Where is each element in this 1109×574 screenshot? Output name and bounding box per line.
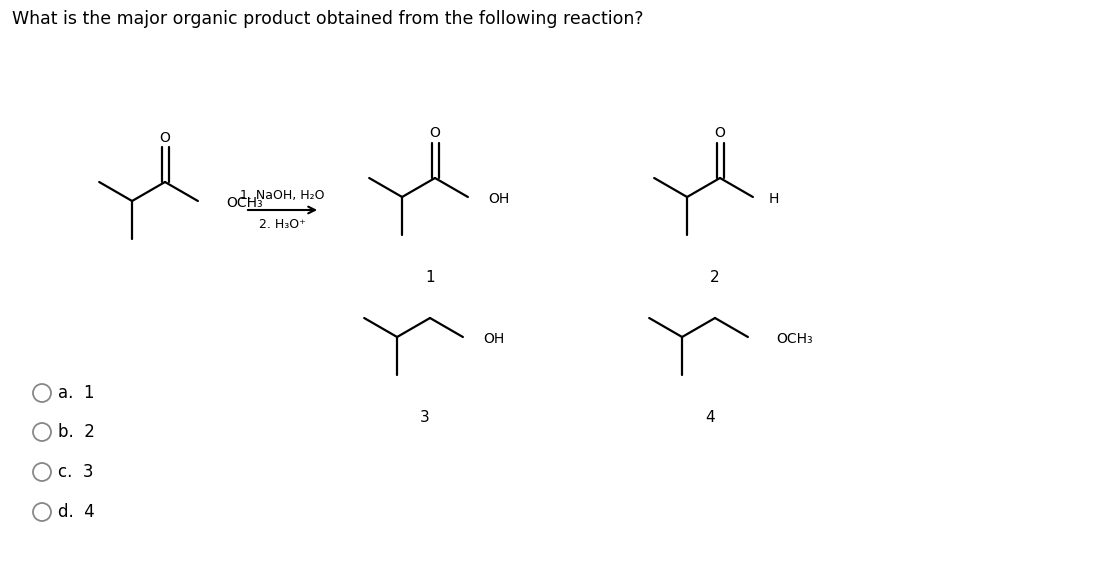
Text: H: H (769, 192, 780, 206)
Text: 2: 2 (710, 270, 720, 285)
Text: 4: 4 (705, 410, 715, 425)
Text: b.  2: b. 2 (58, 423, 95, 441)
Text: 3: 3 (420, 410, 430, 425)
Text: 1: 1 (425, 270, 435, 285)
Text: a.  1: a. 1 (58, 384, 94, 402)
Text: O: O (714, 126, 725, 140)
Text: OH: OH (482, 332, 505, 346)
Text: What is the major organic product obtained from the following reaction?: What is the major organic product obtain… (12, 10, 643, 28)
Text: c.  3: c. 3 (58, 463, 93, 481)
Text: O: O (429, 126, 440, 140)
Text: OCH₃: OCH₃ (226, 196, 263, 210)
Text: 2. H₃O⁺: 2. H₃O⁺ (258, 219, 305, 231)
Text: O: O (160, 131, 171, 145)
Text: OH: OH (488, 192, 509, 206)
Text: 1. NaOH, H₂O: 1. NaOH, H₂O (240, 188, 324, 201)
Text: d.  4: d. 4 (58, 503, 94, 521)
Text: OCH₃: OCH₃ (776, 332, 813, 346)
